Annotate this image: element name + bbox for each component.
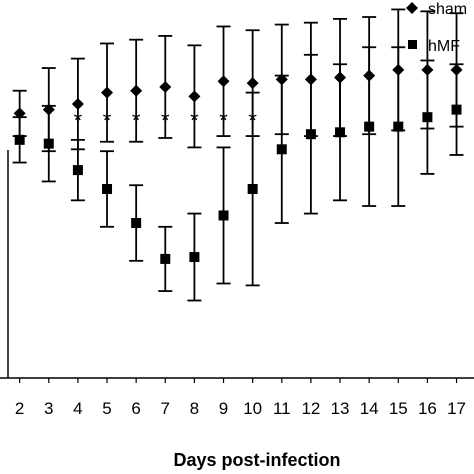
data-point	[247, 184, 258, 194]
x-tick-label: 14	[360, 399, 379, 418]
data-point	[72, 165, 83, 176]
x-tick-label: 8	[190, 399, 199, 418]
data-point	[218, 210, 229, 221]
data-point	[189, 252, 200, 263]
significance-star: *	[219, 108, 228, 133]
data-point	[43, 138, 54, 149]
significance-star: *	[190, 108, 199, 133]
legend-marker-sham	[406, 2, 418, 14]
x-tick-label: 13	[331, 399, 350, 418]
legend-label-sham: sham	[428, 1, 467, 18]
significance-star: *	[132, 108, 141, 133]
data-point	[160, 253, 171, 264]
data-point	[305, 129, 316, 140]
x-tick-label: 15	[389, 399, 408, 418]
data-point	[335, 127, 346, 138]
data-point	[130, 84, 143, 97]
data-point	[422, 112, 433, 123]
data-point	[451, 104, 462, 115]
series-layer	[12, 8, 464, 302]
significance-star: *	[248, 108, 257, 133]
data-point	[246, 77, 259, 90]
data-point	[71, 97, 84, 110]
x-tick-label: 4	[73, 399, 82, 418]
data-point	[102, 184, 113, 194]
x-tick-label: 11	[273, 399, 291, 418]
data-point	[364, 121, 375, 132]
data-point	[217, 75, 230, 88]
x-tick-label: 10	[243, 399, 262, 418]
significance-star: *	[74, 108, 83, 133]
x-tick-label: 17	[447, 399, 466, 418]
x-tick-label: 7	[161, 399, 170, 418]
data-point	[131, 218, 142, 229]
x-tick-label: 6	[131, 399, 140, 418]
data-point	[393, 121, 404, 132]
legend: sham hMF	[406, 1, 467, 55]
data-point	[14, 134, 25, 145]
x-tick-label: 16	[418, 399, 437, 418]
x-tick-label: 5	[102, 399, 111, 418]
x-axis-label: Days post-infection	[173, 450, 340, 470]
data-point	[188, 90, 201, 103]
significance-star: *	[161, 108, 170, 133]
x-ticks: 2 3 4 5 6 7 8 9 10 11 12 13 14 15 16 17	[15, 378, 466, 418]
series-hmf	[12, 46, 464, 302]
legend-marker-hmf	[408, 40, 417, 49]
annotations: * * * * * * *	[74, 108, 258, 133]
axes	[0, 150, 474, 379]
x-tick-label: 12	[301, 399, 320, 418]
x-tick-label: 3	[44, 399, 53, 418]
data-point	[276, 144, 287, 155]
x-tick-label: 2	[15, 399, 24, 418]
legend-label-hmf: hMF	[428, 38, 460, 55]
x-tick-label: 9	[219, 399, 228, 418]
data-point	[159, 80, 172, 93]
significance-star: *	[103, 108, 112, 133]
data-point	[101, 86, 114, 99]
